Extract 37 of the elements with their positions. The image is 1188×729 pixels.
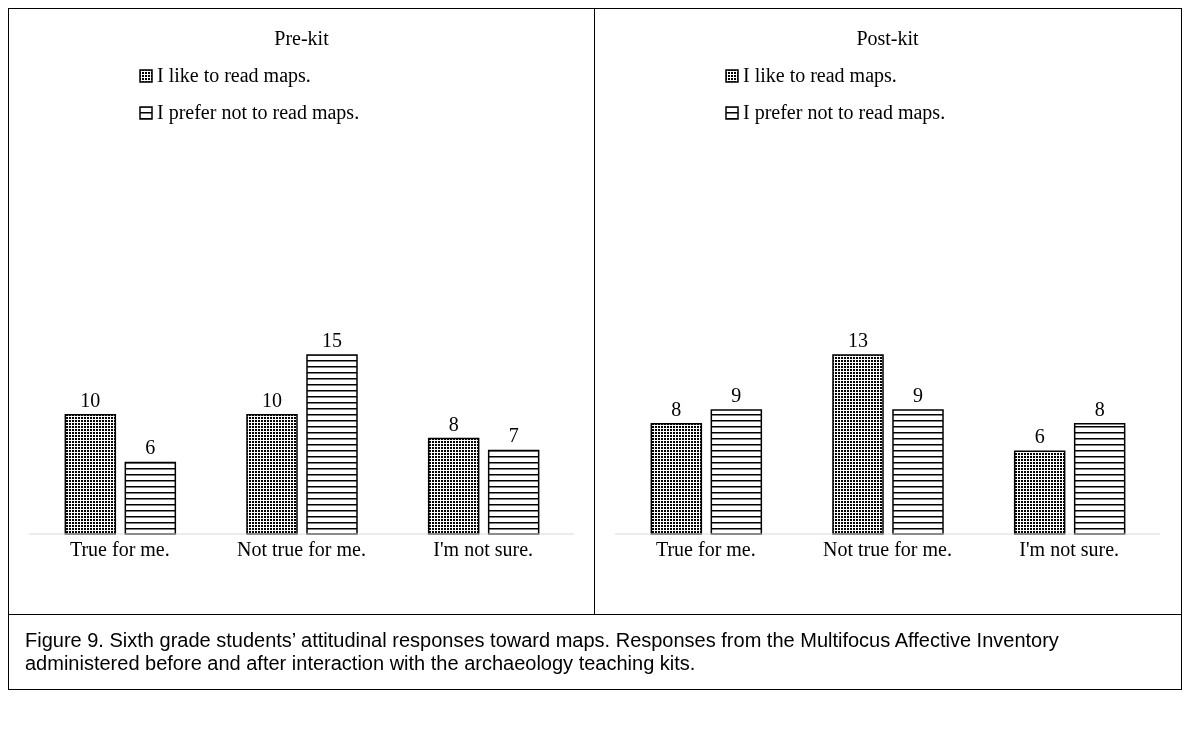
data-label: 10: [80, 388, 101, 411]
data-label: 6: [1034, 425, 1045, 448]
bar: [246, 413, 298, 535]
data-label: 6: [145, 436, 156, 459]
bar: [650, 423, 703, 535]
x-tick-label: True for me.: [655, 538, 756, 561]
caption: Figure 9. Sixth grade students’ attitudinal responses toward maps. Responses from the Multifocus Affective Inventory administered before and after interaction with the archaeology teaching kits.: [9, 614, 1181, 689]
data-label: 8: [1094, 397, 1105, 420]
data-label: 13: [848, 328, 868, 351]
data-label: 9: [731, 384, 742, 407]
data-label: 8: [448, 412, 459, 435]
x-tick-label: I'm not sure.: [1019, 538, 1120, 561]
bar: [487, 449, 540, 535]
bar: [64, 413, 117, 535]
bar: [710, 409, 763, 535]
legend-label: I like to read maps.: [743, 64, 897, 87]
data-label: 15: [322, 328, 342, 351]
x-tick-label: I'm not sure.: [433, 538, 534, 561]
data-label: 8: [671, 397, 682, 420]
x-tick-label: Not true for me.: [823, 538, 952, 561]
bar: [1073, 423, 1126, 535]
bar: [427, 437, 480, 535]
legend-label: I prefer not to read maps.: [743, 101, 946, 124]
chart-title: Post-kit: [855, 27, 920, 50]
chart-title: Pre-kit: [273, 27, 330, 50]
x-tick-label: True for me.: [69, 538, 170, 561]
data-label: 9: [913, 384, 923, 407]
bar: [306, 354, 358, 535]
x-tick-label: Not true for me.: [237, 538, 366, 561]
legend-label: I prefer not to read maps.: [157, 101, 360, 124]
bar: [892, 409, 944, 535]
legend-label: I like to read maps.: [157, 64, 311, 87]
data-label: 10: [262, 388, 282, 411]
bar: [124, 461, 177, 535]
data-label: 7: [508, 424, 519, 447]
bar: [1013, 450, 1066, 535]
bar: [832, 354, 884, 535]
